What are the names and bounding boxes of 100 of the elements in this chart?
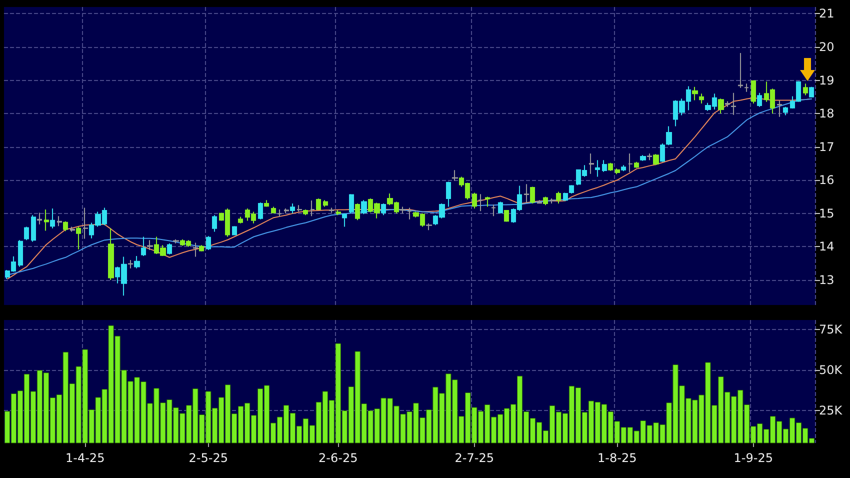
candlestick (24, 226, 29, 241)
y-tick-label: 21 (819, 6, 834, 21)
candlestick (316, 198, 321, 211)
candlestick (206, 236, 211, 251)
y-tick-label: 19 (819, 73, 834, 88)
candlestick (563, 192, 568, 202)
y-tick-label: 75K (819, 322, 844, 337)
y-tick-label: 15 (819, 206, 834, 220)
candlestick (50, 208, 55, 229)
candlestick (478, 194, 483, 212)
candlestick (550, 198, 555, 204)
candlestick (232, 226, 237, 236)
candlestick (297, 204, 302, 212)
candlestick (647, 153, 652, 161)
candlestick (290, 202, 295, 214)
x-tick-label: 2-7-25 (454, 451, 494, 465)
candlestick (472, 192, 477, 209)
candlestick (809, 86, 814, 98)
candlestick (349, 194, 354, 214)
candlestick (452, 170, 458, 182)
candlestick (108, 228, 114, 281)
y-tick-label: 25K (819, 404, 844, 418)
candlestick (608, 162, 613, 172)
candlestick (666, 126, 672, 146)
candlestick (199, 244, 204, 252)
candlestick (361, 200, 367, 215)
candlestick (83, 207, 88, 240)
candlestick (63, 220, 68, 232)
candlestick (426, 222, 432, 231)
candlestick (336, 210, 341, 216)
candlestick (615, 168, 620, 175)
x-tick-label: 1-8-25 (598, 451, 637, 465)
x-tick-label: 2-6-25 (318, 451, 358, 465)
candlestick (212, 214, 217, 232)
candlestick (803, 83, 808, 96)
candlestick (147, 240, 153, 251)
candlestick (718, 98, 724, 114)
y-tick-label: 13 (819, 273, 834, 288)
candlestick (264, 200, 269, 208)
candlestick (530, 186, 535, 204)
candlestick (193, 242, 198, 258)
candlestick (569, 184, 574, 194)
candlestick (504, 210, 509, 222)
y-tick-label: 20 (819, 40, 834, 54)
candlestick (699, 93, 704, 104)
candlestick (310, 200, 315, 217)
candlestick (783, 106, 788, 116)
candlestick (602, 160, 607, 172)
candlestick (751, 80, 756, 104)
candlestick (744, 83, 749, 92)
candlestick (485, 196, 490, 208)
candlestick (303, 208, 308, 216)
candlestick (271, 206, 276, 214)
y-tick-label: 16 (819, 173, 834, 188)
candlestick (342, 212, 347, 228)
candlestick (329, 207, 334, 214)
candlestick (692, 86, 698, 101)
candlestick (284, 208, 289, 214)
candlestick (738, 52, 743, 88)
candlestick (128, 260, 133, 269)
candlestick (589, 153, 594, 174)
candlestick (491, 204, 496, 217)
candlestick (543, 196, 548, 206)
candlestick (141, 236, 146, 257)
candlestick (634, 161, 639, 168)
x-tick-label: 1-4-25 (66, 451, 105, 465)
candlestick (653, 154, 659, 166)
candlestick (258, 202, 263, 220)
candlestick (37, 212, 42, 225)
candlestick (498, 201, 503, 214)
candlestick (400, 206, 406, 214)
candlestick (556, 191, 561, 204)
candlestick (757, 92, 762, 108)
candlestick (524, 184, 529, 204)
candlestick (621, 164, 626, 172)
candlestick (134, 256, 140, 269)
candlestick (277, 208, 282, 218)
candlestick (44, 208, 49, 232)
y-tick-label: 17 (819, 140, 834, 154)
candlestick (628, 153, 633, 173)
candlestick (777, 100, 782, 118)
candlestick (167, 242, 172, 255)
x-tick-label: 2-5-25 (188, 451, 228, 465)
candlestick (70, 226, 75, 232)
candlestick (725, 100, 730, 108)
candlestick (355, 202, 360, 221)
candlestick (407, 207, 412, 220)
candlestick (660, 143, 665, 162)
x-tick-label: 1-9-25 (734, 451, 773, 465)
candlestick (446, 181, 451, 208)
y-tick-label: 50K (819, 363, 844, 378)
candlestick (31, 214, 36, 242)
candlestick (238, 216, 243, 224)
candlestick (76, 226, 81, 250)
candlestick (731, 92, 736, 116)
y-tick-label: 18 (819, 106, 834, 121)
candlestick (18, 240, 23, 268)
candlestick (537, 200, 542, 204)
candlestick (57, 216, 62, 227)
candlestick (595, 160, 600, 178)
